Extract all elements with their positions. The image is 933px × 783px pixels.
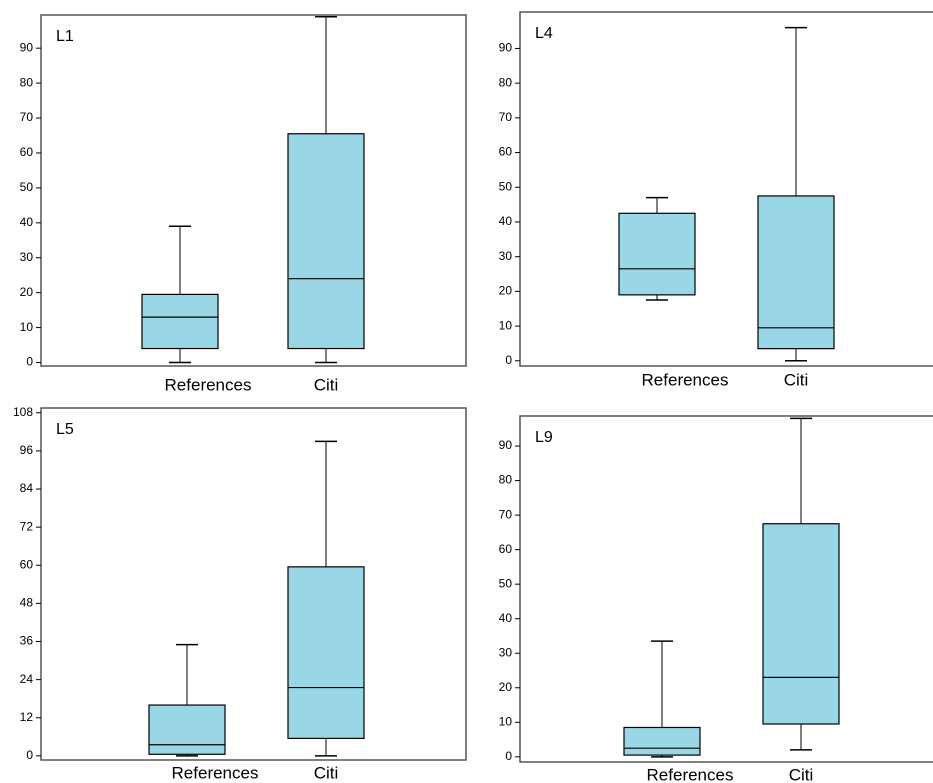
y-tick-label: 30 bbox=[20, 250, 34, 264]
y-tick-label: 90 bbox=[499, 438, 513, 452]
category-label: Citi bbox=[314, 375, 339, 394]
box bbox=[623, 726, 701, 756]
y-tick-label: 0 bbox=[26, 748, 33, 762]
category-label: Citi bbox=[789, 765, 814, 783]
y-tick-label: 24 bbox=[20, 672, 34, 686]
box bbox=[287, 566, 365, 739]
y-tick-label: 12 bbox=[20, 710, 34, 724]
box bbox=[762, 523, 840, 725]
box bbox=[148, 704, 226, 755]
y-tick-label: 50 bbox=[499, 179, 513, 193]
y-tick-label: 40 bbox=[499, 611, 513, 625]
category-label: References bbox=[172, 763, 259, 782]
y-tick-label: 80 bbox=[499, 473, 513, 487]
y-tick-label: 10 bbox=[20, 320, 34, 334]
y-tick-label: 72 bbox=[20, 519, 34, 533]
y-tick-label: 60 bbox=[499, 145, 513, 159]
y-tick-label: 36 bbox=[20, 634, 34, 648]
y-tick-label: 0 bbox=[505, 749, 512, 763]
y-tick-label: 80 bbox=[499, 75, 513, 89]
panel-title: L1 bbox=[56, 28, 74, 45]
y-tick-label: 90 bbox=[499, 41, 513, 55]
panel-title: L4 bbox=[535, 25, 553, 42]
category-label: Citi bbox=[314, 763, 339, 782]
y-tick-label: 50 bbox=[20, 180, 34, 194]
y-tick-label: 60 bbox=[20, 557, 34, 571]
y-tick-label: 30 bbox=[499, 645, 513, 659]
category-label: Citi bbox=[784, 370, 809, 389]
plot-frame bbox=[40, 407, 467, 761]
category-label: References bbox=[647, 765, 734, 783]
y-tick-label: 50 bbox=[499, 576, 513, 590]
panel-title: L5 bbox=[56, 421, 74, 438]
y-tick-label: 70 bbox=[499, 110, 513, 124]
y-tick-label: 60 bbox=[499, 542, 513, 556]
plot-frame bbox=[40, 14, 467, 367]
y-tick-label: 60 bbox=[20, 145, 34, 159]
y-tick-label: 20 bbox=[499, 284, 513, 298]
y-tick-label: 84 bbox=[20, 481, 34, 495]
y-tick-label: 20 bbox=[20, 285, 34, 299]
y-tick-label: 70 bbox=[20, 110, 34, 124]
y-tick-label: 10 bbox=[499, 714, 513, 728]
y-tick-label: 96 bbox=[20, 443, 34, 457]
box bbox=[141, 293, 219, 350]
plot-frame bbox=[519, 11, 933, 367]
y-tick-label: 10 bbox=[499, 318, 513, 332]
plot-frame bbox=[519, 415, 933, 763]
y-tick-label: 80 bbox=[20, 75, 34, 89]
category-label: References bbox=[642, 370, 729, 389]
y-tick-label: 0 bbox=[505, 353, 512, 367]
y-tick-label: 108 bbox=[13, 405, 33, 419]
y-tick-label: 40 bbox=[499, 214, 513, 228]
box bbox=[757, 195, 835, 350]
y-tick-label: 30 bbox=[499, 249, 513, 263]
y-tick-label: 20 bbox=[499, 680, 513, 694]
y-tick-label: 90 bbox=[20, 40, 34, 54]
y-tick-label: 40 bbox=[20, 215, 34, 229]
box bbox=[287, 133, 365, 350]
box bbox=[618, 212, 696, 296]
y-tick-label: 48 bbox=[20, 596, 34, 610]
category-label: References bbox=[165, 375, 252, 394]
panel-title: L9 bbox=[535, 429, 553, 446]
y-tick-label: 70 bbox=[499, 507, 513, 521]
y-tick-label: 0 bbox=[26, 355, 33, 369]
